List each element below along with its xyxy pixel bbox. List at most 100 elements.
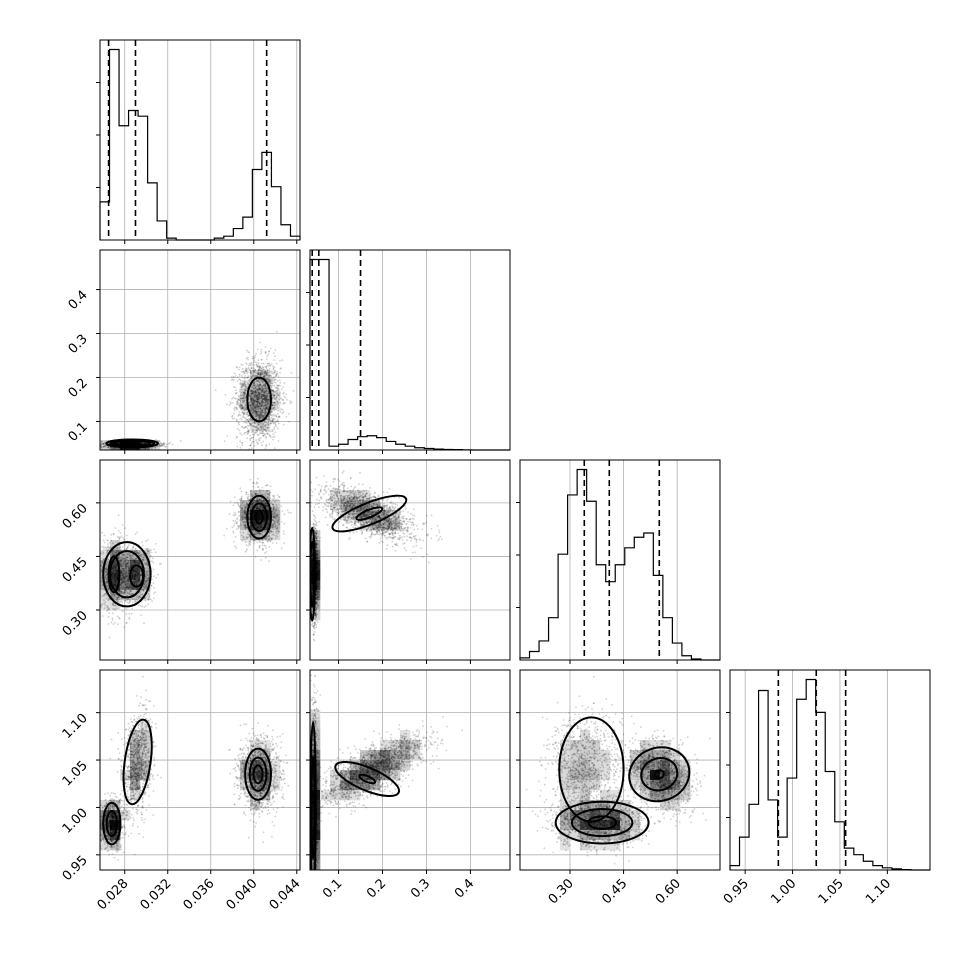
sample-point <box>228 513 231 515</box>
sample-point <box>260 374 262 377</box>
sample-point <box>233 412 235 415</box>
sample-point <box>269 485 272 488</box>
sample-point <box>246 408 248 411</box>
sample-point <box>256 390 259 393</box>
sample-point <box>277 385 280 387</box>
sample-point <box>253 400 256 403</box>
sample-point <box>275 381 277 384</box>
sample-point <box>258 415 261 418</box>
sample-point <box>272 417 275 420</box>
sample-point <box>122 442 124 445</box>
sample-point <box>255 391 258 394</box>
sample-point <box>257 393 260 395</box>
sample-point <box>260 385 263 388</box>
sample-point <box>250 411 253 414</box>
sample-point <box>161 444 163 446</box>
sample-point <box>253 382 255 385</box>
sample-point <box>248 394 251 397</box>
sample-point <box>249 377 252 379</box>
sample-point <box>266 426 269 429</box>
sample-point <box>264 403 267 406</box>
sample-point <box>238 399 241 401</box>
sample-point <box>273 397 276 399</box>
sample-point <box>250 399 253 402</box>
sample-point <box>272 393 274 396</box>
sample-point <box>245 431 248 434</box>
sample-point <box>138 442 141 445</box>
sample-point <box>127 443 129 446</box>
sample-point <box>139 442 142 445</box>
density-cell <box>250 370 261 381</box>
sample-point <box>130 442 133 445</box>
sample-point <box>254 531 257 533</box>
sample-point <box>279 371 281 374</box>
sample-point <box>258 439 261 442</box>
sample-point <box>262 394 265 396</box>
sample-point <box>236 445 239 448</box>
sample-point <box>231 526 234 529</box>
sample-point <box>269 382 271 384</box>
sample-point <box>274 397 277 400</box>
sample-point <box>236 366 239 369</box>
sample-point <box>258 383 261 386</box>
sample-point <box>250 371 252 374</box>
sample-point <box>242 406 244 408</box>
sample-point <box>240 523 242 526</box>
sample-point <box>250 398 253 400</box>
sample-point <box>260 429 262 431</box>
sample-point <box>240 397 243 400</box>
sample-point <box>265 407 268 409</box>
density-cell <box>250 380 261 391</box>
sample-point <box>261 387 264 389</box>
sample-point <box>102 445 105 448</box>
sample-point <box>267 378 270 381</box>
sample-point <box>242 393 245 395</box>
sample-point <box>257 395 260 398</box>
sample-point <box>255 400 258 402</box>
sample-point <box>249 418 252 421</box>
sample-point <box>247 419 249 421</box>
sample-point <box>93 573 95 575</box>
sample-point <box>94 586 96 588</box>
sample-point <box>258 432 261 435</box>
sample-point <box>239 382 241 385</box>
sample-point <box>112 612 114 615</box>
sample-point <box>267 374 269 376</box>
sample-point <box>262 414 265 416</box>
sample-point <box>131 443 134 445</box>
sample-point <box>232 396 235 399</box>
sample-point <box>246 548 248 550</box>
sample-point <box>276 384 278 387</box>
sample-point <box>281 412 283 415</box>
density-cell <box>260 380 271 391</box>
sample-point <box>264 537 267 539</box>
sample-point <box>100 445 102 448</box>
density-cell <box>270 390 281 401</box>
sample-point <box>251 429 254 432</box>
sample-point <box>265 399 268 402</box>
sample-point <box>247 420 250 423</box>
sample-point <box>258 366 261 369</box>
sample-point <box>243 416 246 419</box>
sample-point <box>248 401 251 404</box>
sample-point <box>251 433 254 436</box>
sample-point <box>262 404 265 406</box>
sample-point <box>255 417 258 420</box>
sample-point <box>247 371 250 373</box>
sample-point <box>261 373 264 376</box>
sample-point <box>283 395 285 398</box>
sample-point <box>268 415 270 418</box>
sample-point <box>131 442 134 445</box>
sample-point <box>257 409 260 412</box>
sample-point <box>134 442 137 445</box>
sample-point <box>253 393 256 396</box>
sample-point <box>225 527 228 530</box>
sample-point <box>266 394 268 397</box>
sample-point <box>246 433 249 435</box>
sample-point <box>130 441 133 444</box>
sample-point <box>256 397 259 400</box>
sample-point <box>250 362 253 364</box>
sample-point <box>251 364 254 367</box>
sample-point <box>261 396 263 398</box>
sample-point <box>255 412 258 414</box>
